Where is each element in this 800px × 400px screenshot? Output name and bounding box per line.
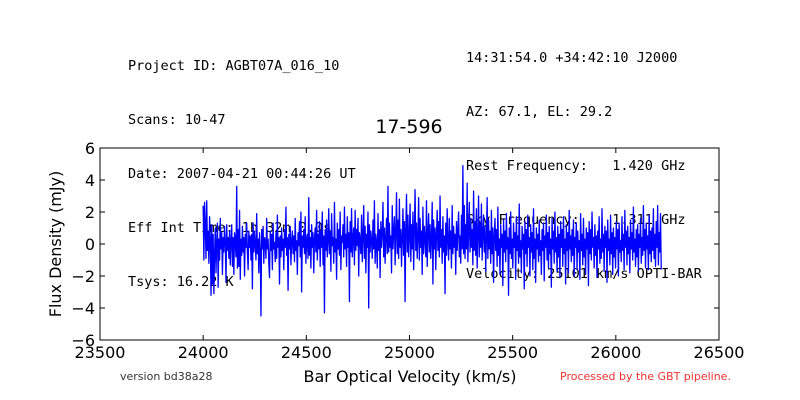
- x-axis-label: Bar Optical Velocity (km/s): [304, 367, 517, 386]
- x-tick-label: 25500: [487, 343, 538, 362]
- rest-frequency-text: Rest Frequency: 1.420 GHz: [466, 158, 686, 174]
- y-tick-label: −2: [71, 267, 95, 286]
- coords-text: 14:31:54.0 +34:42:10 J2000: [466, 50, 678, 66]
- tsys-text: Tsys: 16.22 K: [128, 274, 234, 290]
- axis-ticks: [99, 147, 720, 341]
- x-tick-label: 26500: [694, 343, 745, 362]
- y-tick-label: 6: [85, 139, 95, 158]
- x-tick-label: 23500: [75, 343, 126, 362]
- x-tick-label: 24000: [178, 343, 229, 362]
- date-text: Date: 2007-04-21 00:44:26 UT: [128, 166, 356, 182]
- y-tick-label: 0: [85, 235, 95, 254]
- x-tick-label: 24500: [281, 343, 332, 362]
- y-tick-label: 2: [85, 203, 95, 222]
- x-tick-label: 26000: [590, 343, 641, 362]
- axis-tick-labels: 23500 24000 24500 25000 25500 26000 26500 −6 −4 −…: [71, 139, 744, 362]
- flux-spectrum-line: [202, 164, 662, 317]
- project-id-text: Project ID: AGBT07A_016_10: [128, 58, 340, 74]
- version-label: version bd38a28: [120, 370, 213, 383]
- y-tick-label: −4: [71, 299, 95, 318]
- y-axis-label: Flux Density (mJy): [46, 171, 65, 318]
- azel-text: AZ: 67.1, EL: 29.2: [466, 104, 613, 120]
- y-tick-label: −6: [71, 331, 95, 350]
- y-tick-label: 4: [85, 171, 95, 190]
- x-tick-label: 25000: [384, 343, 435, 362]
- series-group: [202, 164, 662, 317]
- scans-text: Scans: 10-47: [128, 112, 226, 128]
- pipeline-label: Processed by the GBT pipeline.: [560, 370, 731, 383]
- header-metadata-left: Project ID: AGBT07A_016_10 Scans: 10-47 …: [128, 21, 356, 309]
- chart-title: 17-596: [375, 116, 442, 138]
